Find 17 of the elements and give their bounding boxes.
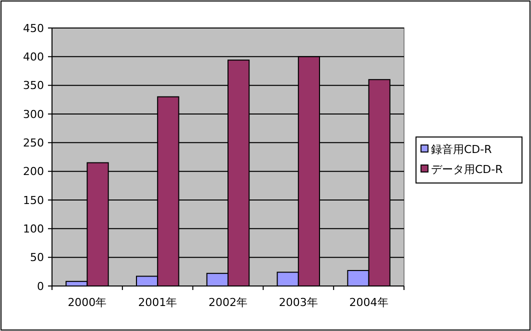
y-tick-label: 200 (23, 165, 44, 178)
y-tick-label: 150 (23, 194, 44, 207)
y-tick-label: 350 (23, 79, 44, 92)
x-tick-label: 2004年 (349, 296, 388, 309)
y-tick-label: 0 (37, 280, 44, 293)
x-tick-label: 2002年 (208, 296, 248, 309)
y-tick-label: 450 (23, 22, 44, 35)
legend-label: データ用CD-R (431, 162, 504, 176)
y-tick-label: 250 (23, 136, 44, 150)
y-tick-label: 400 (23, 50, 44, 64)
x-tick-label: 2000年 (68, 296, 107, 309)
y-tick-label: 50 (30, 251, 44, 264)
y-tick-label: 300 (23, 108, 44, 121)
x-tick-label: 2003年 (278, 296, 318, 309)
y-tick-label: 100 (23, 222, 44, 236)
legend-label: 録音用CD-R (431, 142, 492, 156)
x-tick-label: 2001年 (138, 296, 178, 309)
